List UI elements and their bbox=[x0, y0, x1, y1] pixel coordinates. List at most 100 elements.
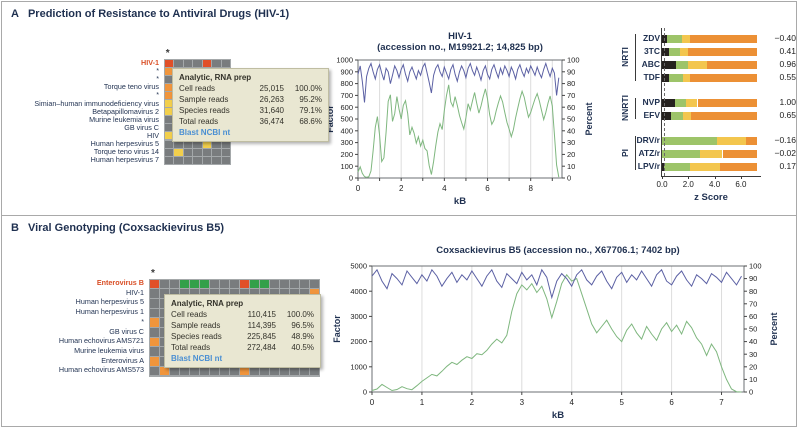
heatmap-cell[interactable] bbox=[149, 308, 159, 318]
heatmap-cell[interactable] bbox=[290, 366, 300, 376]
heatmap-cell[interactable] bbox=[250, 279, 260, 289]
heatmap-cell[interactable] bbox=[183, 59, 192, 67]
heatmap-cell[interactable] bbox=[193, 156, 202, 164]
heatmap-cell[interactable] bbox=[169, 289, 179, 298]
heatmap-cell[interactable] bbox=[260, 366, 270, 376]
heatmap-cell[interactable] bbox=[199, 289, 209, 298]
heatmap-cell[interactable] bbox=[290, 279, 300, 289]
heatmap-cell[interactable] bbox=[193, 148, 202, 156]
heatmap-cell[interactable] bbox=[149, 298, 159, 308]
heatmap-cell[interactable] bbox=[159, 366, 169, 376]
heatmap-cell[interactable] bbox=[164, 140, 173, 148]
heatmap-cell[interactable] bbox=[270, 289, 280, 298]
heatmap-cell[interactable] bbox=[164, 124, 173, 132]
heatmap-cell[interactable] bbox=[169, 279, 179, 289]
heatmap-cell[interactable] bbox=[202, 140, 211, 148]
heatmap-cell[interactable] bbox=[219, 366, 229, 376]
heatmap-cell[interactable] bbox=[174, 156, 183, 164]
heatmap-cell[interactable] bbox=[199, 366, 209, 376]
heatmap-cell[interactable] bbox=[300, 289, 310, 298]
heatmap-cell[interactable] bbox=[164, 132, 173, 140]
heatmap-cell[interactable] bbox=[310, 279, 320, 289]
heatmap-cell[interactable] bbox=[212, 140, 221, 148]
heatmap-cell[interactable] bbox=[260, 279, 270, 289]
heatmap-cell[interactable] bbox=[310, 366, 320, 376]
heatmap-cell[interactable] bbox=[183, 140, 192, 148]
heatmap-cell[interactable] bbox=[149, 318, 159, 327]
heatmap-cell[interactable] bbox=[280, 279, 290, 289]
heatmap-cell[interactable] bbox=[221, 140, 230, 148]
heatmap-cell[interactable] bbox=[202, 156, 211, 164]
heatmap-cell[interactable] bbox=[300, 366, 310, 376]
heatmap-cell[interactable] bbox=[174, 59, 183, 67]
heatmap-cell[interactable] bbox=[183, 156, 192, 164]
heatmap-cell[interactable] bbox=[239, 366, 249, 376]
heatmap-cell[interactable] bbox=[179, 279, 189, 289]
heatmap-cell[interactable] bbox=[193, 140, 202, 148]
heatmap-cell[interactable] bbox=[164, 156, 173, 164]
heatmap-cell[interactable] bbox=[189, 366, 199, 376]
heatmap-cell[interactable] bbox=[300, 279, 310, 289]
heatmap-cell[interactable] bbox=[212, 148, 221, 156]
heatmap-cell[interactable] bbox=[174, 140, 183, 148]
blast-ncbi-link[interactable]: Blast NCBI nt bbox=[179, 128, 231, 137]
drug-bar bbox=[662, 136, 760, 145]
heatmap-cell[interactable] bbox=[202, 148, 211, 156]
heatmap-cell[interactable] bbox=[164, 148, 173, 156]
heatmap-cell[interactable] bbox=[159, 289, 169, 298]
heatmap-cell[interactable] bbox=[290, 289, 300, 298]
heatmap-cell[interactable] bbox=[270, 366, 280, 376]
heatmap-cell[interactable] bbox=[159, 279, 169, 289]
heatmap-cell[interactable] bbox=[219, 289, 229, 298]
heatmap-cell[interactable] bbox=[229, 366, 239, 376]
heatmap-cell[interactable] bbox=[280, 289, 290, 298]
heatmap-cell[interactable] bbox=[212, 156, 221, 164]
heatmap-cell[interactable] bbox=[221, 59, 230, 67]
svg-text:90: 90 bbox=[567, 67, 575, 76]
heatmap-cell[interactable] bbox=[183, 148, 192, 156]
heatmap-cell[interactable] bbox=[221, 148, 230, 156]
heatmap-cell[interactable] bbox=[221, 156, 230, 164]
blast-ncbi-link[interactable]: Blast NCBI nt bbox=[171, 354, 223, 363]
heatmap-cell[interactable] bbox=[179, 366, 189, 376]
heatmap-cell[interactable] bbox=[239, 289, 249, 298]
heatmap-cell[interactable] bbox=[270, 279, 280, 289]
heatmap-cell[interactable] bbox=[164, 83, 173, 91]
heatmap-cell[interactable] bbox=[209, 279, 219, 289]
heatmap-cell[interactable] bbox=[219, 279, 229, 289]
heatmap-cell[interactable] bbox=[174, 148, 183, 156]
heatmap-cell[interactable] bbox=[149, 357, 159, 366]
svg-text:kB: kB bbox=[552, 410, 564, 421]
heatmap-cell[interactable] bbox=[189, 279, 199, 289]
heatmap-cell[interactable] bbox=[164, 108, 173, 116]
heatmap-cell[interactable] bbox=[209, 366, 219, 376]
heatmap-cell[interactable] bbox=[189, 289, 199, 298]
heatmap-cell[interactable] bbox=[164, 75, 173, 83]
heatmap-cell[interactable] bbox=[250, 366, 260, 376]
heatmap-cell[interactable] bbox=[164, 100, 173, 108]
heatmap-cell[interactable] bbox=[149, 337, 159, 347]
heatmap-cell[interactable] bbox=[229, 279, 239, 289]
heatmap-cell[interactable] bbox=[179, 289, 189, 298]
heatmap-cell[interactable] bbox=[149, 279, 159, 289]
heatmap-cell[interactable] bbox=[199, 279, 209, 289]
heatmap-cell[interactable] bbox=[164, 67, 173, 75]
heatmap-cell[interactable] bbox=[193, 59, 202, 67]
heatmap-cell[interactable] bbox=[310, 289, 320, 298]
heatmap-cell[interactable] bbox=[164, 59, 173, 67]
heatmap-cell[interactable] bbox=[202, 59, 211, 67]
heatmap-cell[interactable] bbox=[164, 91, 173, 99]
heatmap-cell[interactable] bbox=[149, 328, 159, 337]
heatmap-cell[interactable] bbox=[149, 347, 159, 357]
heatmap-cell[interactable] bbox=[229, 289, 239, 298]
heatmap-cell[interactable] bbox=[260, 289, 270, 298]
heatmap-cell[interactable] bbox=[169, 366, 179, 376]
heatmap-cell[interactable] bbox=[164, 116, 173, 124]
heatmap-cell[interactable] bbox=[239, 279, 249, 289]
heatmap-cell[interactable] bbox=[149, 289, 159, 298]
heatmap-cell[interactable] bbox=[209, 289, 219, 298]
heatmap-cell[interactable] bbox=[212, 59, 221, 67]
heatmap-cell[interactable] bbox=[149, 366, 159, 376]
heatmap-cell[interactable] bbox=[280, 366, 290, 376]
heatmap-cell[interactable] bbox=[250, 289, 260, 298]
